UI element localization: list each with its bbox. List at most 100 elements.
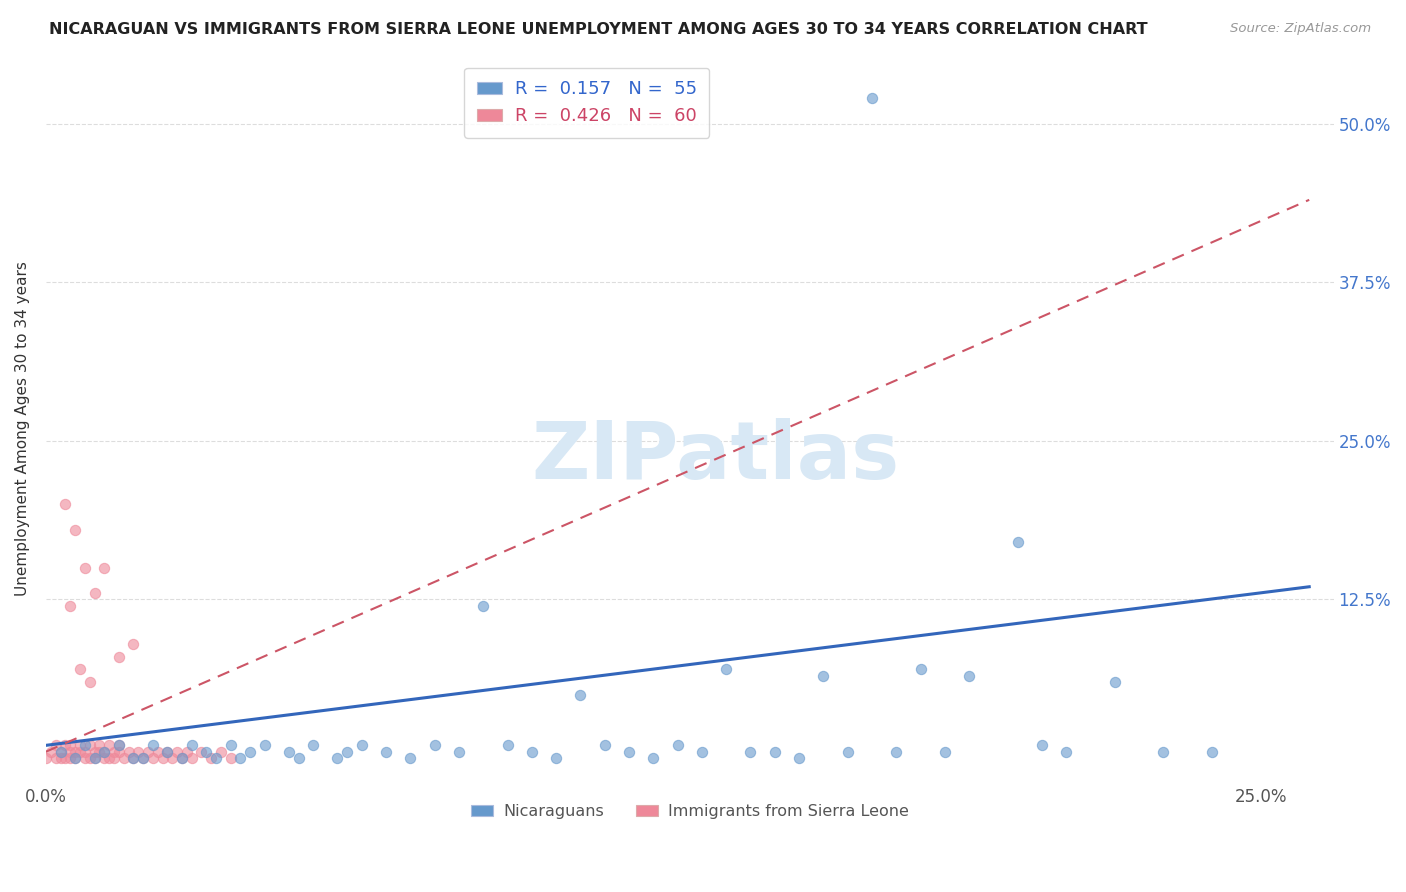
Point: [375, 745, 398, 759]
Point: [79, 674, 101, 689]
Point: [399, 751, 422, 765]
Point: [176, 745, 198, 759]
Point: [79, 751, 101, 765]
Point: [93, 745, 115, 759]
Point: [122, 637, 145, 651]
Point: [83, 751, 105, 765]
Point: [205, 751, 228, 765]
Point: [690, 745, 713, 759]
Point: [180, 739, 202, 753]
Point: [45, 739, 67, 753]
Point: [180, 751, 202, 765]
Point: [170, 751, 193, 765]
Point: [546, 751, 568, 765]
Point: [277, 745, 299, 759]
Point: [49, 751, 72, 765]
Point: [813, 668, 835, 682]
Point: [520, 745, 543, 759]
Point: [326, 751, 349, 765]
Point: [837, 745, 859, 759]
Point: [910, 662, 932, 676]
Point: [195, 745, 218, 759]
Point: [132, 751, 155, 765]
Point: [73, 745, 96, 759]
Point: [63, 523, 86, 537]
Point: [302, 739, 325, 753]
Point: [108, 739, 131, 753]
Point: [350, 739, 373, 753]
Point: [93, 751, 115, 765]
Point: [63, 751, 86, 765]
Point: [1007, 535, 1029, 549]
Point: [69, 739, 91, 753]
Point: [219, 739, 242, 753]
Point: [59, 751, 82, 765]
Point: [666, 739, 689, 753]
Point: [108, 745, 131, 759]
Point: [1031, 739, 1053, 753]
Point: [83, 586, 105, 600]
Point: [142, 739, 165, 753]
Point: [569, 688, 592, 702]
Point: [98, 751, 121, 765]
Point: [79, 739, 101, 753]
Point: [1201, 745, 1223, 759]
Point: [49, 745, 72, 759]
Point: [714, 662, 737, 676]
Point: [239, 745, 262, 759]
Point: [69, 662, 91, 676]
Point: [1054, 745, 1077, 759]
Point: [209, 745, 232, 759]
Point: [787, 751, 810, 765]
Point: [170, 751, 193, 765]
Point: [55, 739, 77, 753]
Point: [643, 751, 665, 765]
Point: [73, 739, 96, 753]
Point: [122, 751, 145, 765]
Point: [472, 599, 495, 613]
Point: [219, 751, 242, 765]
Point: [200, 751, 222, 765]
Point: [55, 497, 77, 511]
Point: [957, 668, 980, 682]
Point: [45, 751, 67, 765]
Y-axis label: Unemployment Among Ages 30 to 34 years: Unemployment Among Ages 30 to 34 years: [15, 260, 30, 596]
Text: ZIPatlas: ZIPatlas: [531, 417, 900, 496]
Point: [336, 745, 359, 759]
Point: [142, 751, 165, 765]
Point: [108, 649, 131, 664]
Point: [89, 739, 111, 753]
Point: [112, 751, 135, 765]
Point: [63, 745, 86, 759]
Point: [93, 560, 115, 574]
Point: [35, 751, 58, 765]
Point: [49, 745, 72, 759]
Point: [156, 745, 179, 759]
Point: [763, 745, 786, 759]
Point: [152, 751, 174, 765]
Point: [496, 739, 519, 753]
Point: [83, 751, 105, 765]
Point: [98, 739, 121, 753]
Point: [39, 745, 62, 759]
Point: [229, 751, 252, 765]
Point: [89, 745, 111, 759]
Point: [69, 745, 91, 759]
Point: [83, 745, 105, 759]
Point: [1104, 674, 1126, 689]
Point: [63, 751, 86, 765]
Point: [122, 751, 145, 765]
Point: [617, 745, 640, 759]
Legend: Nicaraguans, Immigrants from Sierra Leone: Nicaraguans, Immigrants from Sierra Leon…: [464, 797, 915, 825]
Point: [934, 745, 956, 759]
Point: [73, 751, 96, 765]
Point: [117, 745, 139, 759]
Point: [423, 739, 446, 753]
Text: NICARAGUAN VS IMMIGRANTS FROM SIERRA LEONE UNEMPLOYMENT AMONG AGES 30 TO 34 YEAR: NICARAGUAN VS IMMIGRANTS FROM SIERRA LEO…: [49, 22, 1147, 37]
Point: [884, 745, 907, 759]
Point: [127, 745, 149, 759]
Point: [162, 751, 184, 765]
Point: [593, 739, 616, 753]
Point: [132, 751, 155, 765]
Point: [146, 745, 169, 759]
